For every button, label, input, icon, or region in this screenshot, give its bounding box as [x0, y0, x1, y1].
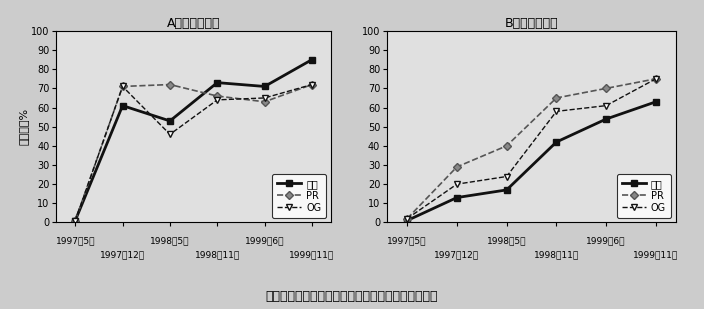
Legend: 混播, PR, OG: 混播, PR, OG	[617, 174, 671, 218]
Title: B：表層鎮圧法: B：表層鎮圧法	[505, 17, 558, 30]
Text: 1998年5月: 1998年5月	[487, 236, 527, 245]
Legend: 混播, PR, OG: 混播, PR, OG	[272, 174, 326, 218]
Text: 1999年11月: 1999年11月	[634, 250, 679, 259]
Text: 1999年6月: 1999年6月	[586, 236, 626, 245]
Text: 1999年11月: 1999年11月	[289, 250, 334, 259]
Text: 1998年5月: 1998年5月	[150, 236, 189, 245]
Title: A：簡易牧柵法: A：簡易牧柵法	[167, 17, 220, 30]
Text: 1997年12月: 1997年12月	[434, 250, 479, 259]
Y-axis label: 植被率，%: 植被率，%	[18, 108, 28, 145]
Text: 1997年5月: 1997年5月	[56, 236, 95, 245]
Text: 1999年6月: 1999年6月	[245, 236, 284, 245]
Text: 図２　修復法および播種試験区ごとの植被率の変化: 図２ 修復法および播種試験区ごとの植被率の変化	[265, 290, 439, 303]
Text: 1998年11月: 1998年11月	[194, 250, 240, 259]
Text: 1998年11月: 1998年11月	[534, 250, 579, 259]
Text: 1997年12月: 1997年12月	[100, 250, 145, 259]
Text: 1997年5月: 1997年5月	[387, 236, 427, 245]
